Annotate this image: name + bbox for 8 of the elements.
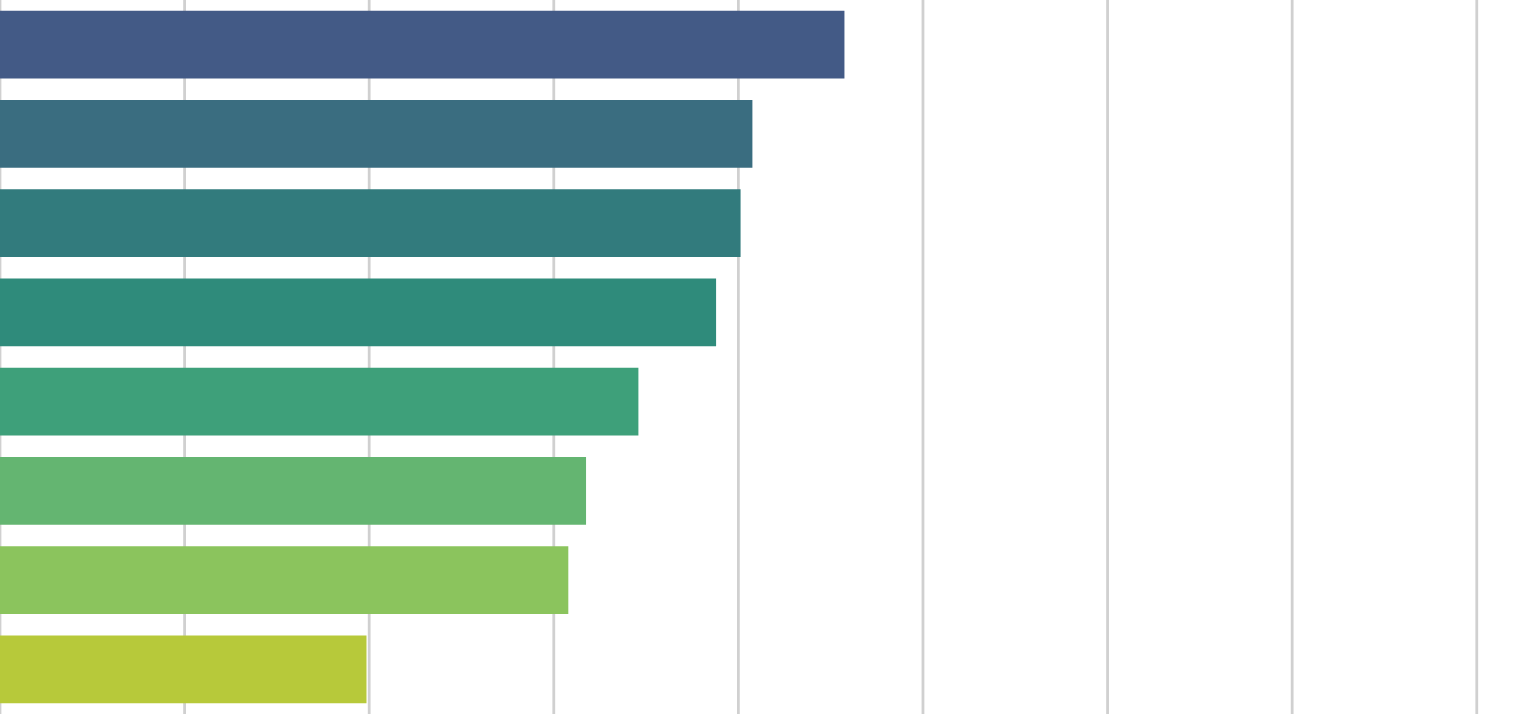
bar — [0, 456, 587, 525]
bar — [0, 635, 367, 704]
bar — [0, 367, 639, 436]
bar — [0, 278, 717, 347]
bar — [0, 10, 845, 79]
bar — [0, 546, 569, 615]
bar — [0, 189, 741, 258]
bar — [0, 99, 753, 168]
